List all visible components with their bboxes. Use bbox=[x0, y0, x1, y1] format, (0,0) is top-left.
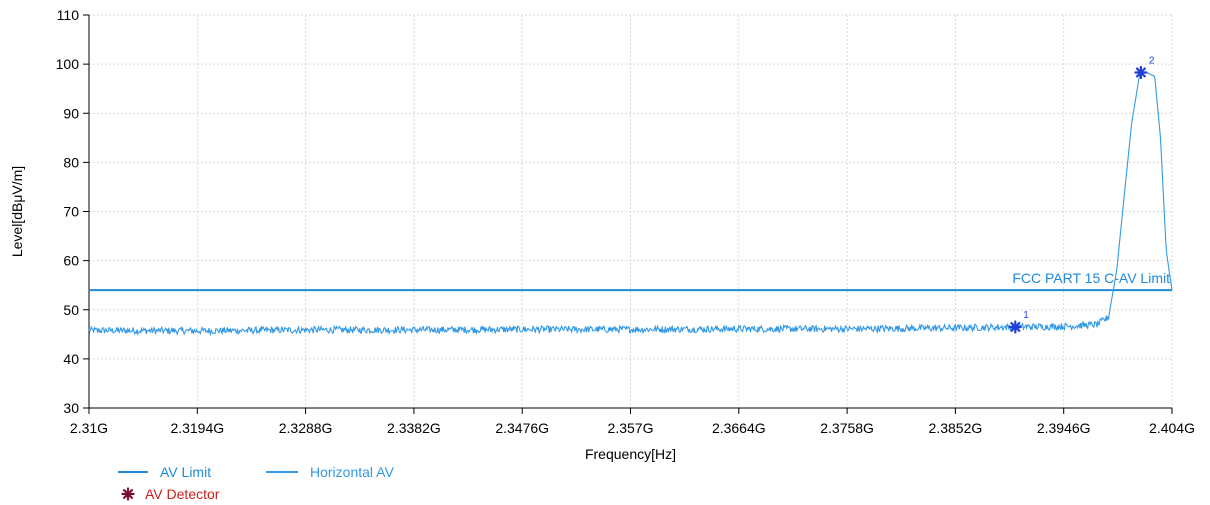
y-tick-label: 110 bbox=[57, 7, 80, 23]
star-stroke bbox=[1135, 67, 1146, 78]
y-tick-label: 30 bbox=[63, 400, 79, 416]
limit-annotation: FCC PART 15 C-AV Limit bbox=[1012, 270, 1170, 286]
y-axis-title: Level[dBμV/m] bbox=[9, 166, 25, 257]
x-tick-label: 2.3664G bbox=[712, 420, 766, 436]
x-axis-title: Frequency[Hz] bbox=[585, 446, 676, 462]
marker-label-2: 2 bbox=[1149, 55, 1155, 66]
legend-label-av-limit: AV Limit bbox=[160, 464, 211, 480]
markers: 12 bbox=[1008, 55, 1155, 334]
x-tick-label: 2.3946G bbox=[1037, 420, 1091, 436]
x-tick-label: 2.357G bbox=[608, 420, 654, 436]
y-tick-label: 60 bbox=[63, 253, 79, 269]
x-tick-label: 2.31G bbox=[70, 420, 108, 436]
x-tick-label: 2.3288G bbox=[279, 420, 333, 436]
x-tick-label: 2.3476G bbox=[495, 420, 549, 436]
detector-star-glyph bbox=[121, 487, 135, 501]
x-tick-label: 2.3852G bbox=[929, 420, 983, 436]
star-stroke bbox=[123, 489, 133, 499]
star-stroke bbox=[1010, 321, 1021, 332]
y-tick-label: 70 bbox=[63, 204, 79, 220]
grid bbox=[88, 14, 1173, 409]
y-tick-label: 100 bbox=[56, 56, 80, 72]
x-tick-label: 2.3382G bbox=[387, 420, 441, 436]
horizontal-av-trace bbox=[88, 71, 1173, 337]
marker-2-icon bbox=[1134, 65, 1148, 80]
detector-star-icon bbox=[121, 487, 135, 501]
marker-label-1: 1 bbox=[1023, 310, 1029, 321]
series-layer bbox=[88, 71, 1173, 337]
legend-label-horizontal-av: Horizontal AV bbox=[310, 464, 394, 480]
x-tick-label: 2.3194G bbox=[170, 420, 224, 436]
x-tick-label: 2.3758G bbox=[820, 420, 874, 436]
y-tick-label: 90 bbox=[63, 105, 79, 121]
y-tick-label: 50 bbox=[63, 302, 79, 318]
x-tick-label: 2.404G bbox=[1149, 420, 1195, 436]
marker-1-icon bbox=[1008, 320, 1022, 334]
legend-label-av-detector: AV Detector bbox=[145, 486, 220, 502]
y-tick-label: 40 bbox=[63, 351, 79, 367]
legend: AV Limit Horizontal AV AV Detector bbox=[118, 464, 394, 502]
y-tick-label: 80 bbox=[63, 154, 79, 170]
axes: 30 40 50 60 70 80 90 100 110 2.31G 2.3194G 2.3288G 2… bbox=[56, 7, 1195, 436]
